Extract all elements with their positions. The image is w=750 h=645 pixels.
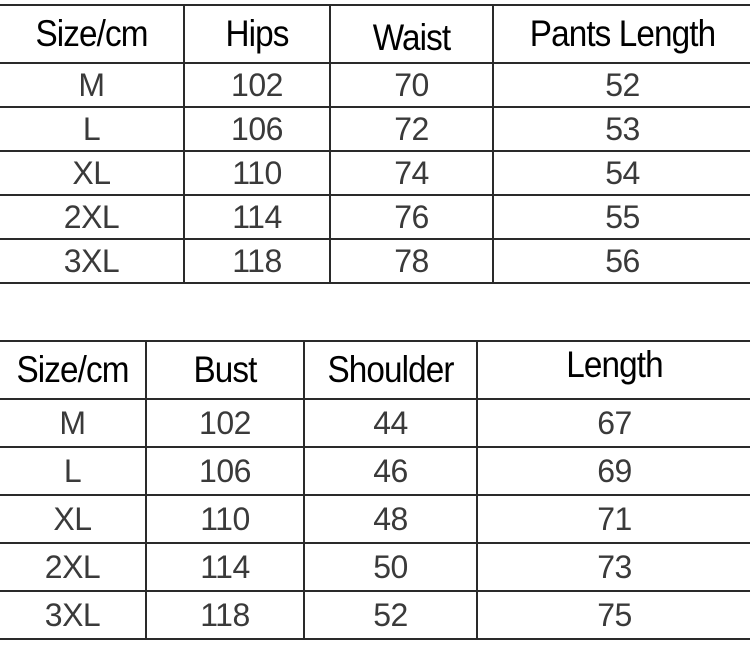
table-cell: 75 — [476, 590, 750, 640]
table-cell: 102 — [145, 398, 305, 448]
table-row: L 106 46 69 — [0, 446, 750, 496]
table-row: 2XL 114 50 73 — [0, 542, 750, 592]
table-row: M 102 70 52 — [0, 62, 750, 108]
header-bust: Bust — [152, 340, 297, 400]
header-shoulder: Shoulder — [311, 340, 470, 400]
table-row: XL 110 74 54 — [0, 150, 750, 196]
table-cell: 52 — [303, 590, 478, 640]
table-row: M 102 44 67 — [0, 398, 750, 448]
table-cell: 56 — [492, 238, 750, 284]
table-cell: 50 — [303, 542, 478, 592]
table-row: 3XL 118 78 56 — [0, 238, 750, 284]
table-cell: 52 — [492, 62, 750, 108]
table-cell: 102 — [183, 62, 331, 108]
header-size: Size/cm — [9, 4, 176, 64]
table-cell: 2XL — [0, 542, 147, 592]
table-cell: 55 — [492, 194, 750, 240]
table-cell: L — [0, 106, 185, 152]
table-cell: 48 — [303, 494, 478, 544]
table-cell: 3XL — [0, 238, 185, 284]
top-size-table: Size/cm Bust Shoulder Length M 102 44 67 L 10… — [0, 340, 750, 640]
table-cell: 78 — [329, 238, 494, 284]
table-cell: 74 — [329, 150, 494, 196]
table-cell: M — [0, 62, 185, 108]
header-hips: Hips — [190, 4, 324, 64]
table-cell: 69 — [476, 446, 750, 496]
table-cell: 54 — [492, 150, 750, 196]
table-row: 2XL 114 76 55 — [0, 194, 750, 240]
table-cell: 70 — [329, 62, 494, 108]
table-cell: 44 — [303, 398, 478, 448]
table-cell: 3XL — [0, 590, 147, 640]
pants-size-table: Size/cm Hips Waist Pants Length M 102 70 52… — [0, 4, 750, 284]
table-cell: 110 — [145, 494, 305, 544]
header-waist: Waist — [337, 4, 486, 64]
table-cell: 110 — [183, 150, 331, 196]
table-cell: M — [0, 398, 147, 448]
table-cell: 2XL — [0, 194, 185, 240]
header-size: Size/cm — [7, 340, 140, 400]
table-row: L 106 72 53 — [0, 106, 750, 152]
table-cell: 67 — [476, 398, 750, 448]
header-pants-length: Pants Length — [505, 4, 740, 64]
table-header-row: Size/cm Bust Shoulder Length — [0, 340, 750, 400]
table-cell: 76 — [329, 194, 494, 240]
table-cell: 118 — [145, 590, 305, 640]
table-cell: 118 — [183, 238, 331, 284]
table-cell: XL — [0, 150, 185, 196]
table-cell: 53 — [492, 106, 750, 152]
table-cell: 114 — [183, 194, 331, 240]
table-row: 3XL 118 52 75 — [0, 590, 750, 640]
table-row: XL 110 48 71 — [0, 494, 750, 544]
table-cell: 73 — [476, 542, 750, 592]
table-cell: 106 — [183, 106, 331, 152]
table-cell: 72 — [329, 106, 494, 152]
table-cell: XL — [0, 494, 147, 544]
header-length: Length — [489, 340, 740, 400]
table-cell: 71 — [476, 494, 750, 544]
table-cell: 114 — [145, 542, 305, 592]
table-cell: 46 — [303, 446, 478, 496]
table-header-row: Size/cm Hips Waist Pants Length — [0, 4, 750, 64]
table-cell: L — [0, 446, 147, 496]
table-cell: 106 — [145, 446, 305, 496]
